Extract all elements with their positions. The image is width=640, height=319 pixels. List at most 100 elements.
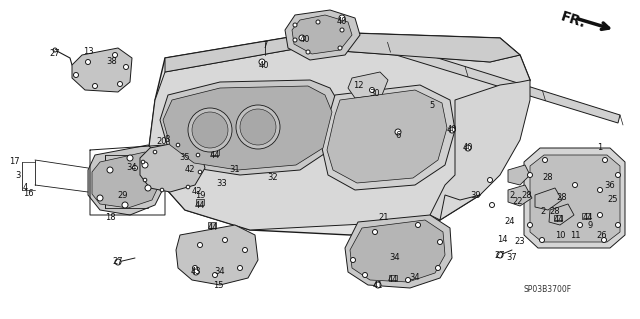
Text: 44: 44 bbox=[210, 151, 220, 160]
Polygon shape bbox=[160, 80, 340, 175]
Text: 27: 27 bbox=[495, 250, 506, 259]
Text: 43: 43 bbox=[191, 268, 202, 277]
Text: SP03B3700F: SP03B3700F bbox=[524, 286, 572, 294]
Circle shape bbox=[602, 238, 607, 242]
Text: 40: 40 bbox=[447, 125, 457, 135]
Text: 11: 11 bbox=[570, 231, 580, 240]
Text: 31: 31 bbox=[230, 166, 240, 174]
Circle shape bbox=[339, 15, 345, 21]
Polygon shape bbox=[92, 152, 160, 208]
Text: 10: 10 bbox=[555, 231, 565, 240]
Circle shape bbox=[598, 212, 602, 218]
Polygon shape bbox=[176, 225, 258, 285]
Circle shape bbox=[132, 166, 138, 170]
Circle shape bbox=[198, 170, 202, 174]
Text: 40: 40 bbox=[337, 18, 348, 26]
Text: 24: 24 bbox=[505, 218, 515, 226]
Text: 39: 39 bbox=[470, 191, 481, 201]
Polygon shape bbox=[148, 32, 530, 235]
Text: 29: 29 bbox=[118, 190, 128, 199]
Polygon shape bbox=[348, 72, 388, 98]
Text: 3: 3 bbox=[15, 170, 20, 180]
Text: 34: 34 bbox=[410, 273, 420, 283]
Polygon shape bbox=[292, 15, 352, 54]
Circle shape bbox=[198, 242, 202, 248]
Text: 44: 44 bbox=[195, 201, 205, 210]
Text: 22: 22 bbox=[513, 197, 524, 206]
Circle shape bbox=[115, 259, 121, 265]
Text: 28: 28 bbox=[522, 190, 532, 199]
Circle shape bbox=[438, 240, 442, 244]
Circle shape bbox=[598, 188, 602, 192]
Text: 28: 28 bbox=[557, 192, 567, 202]
Text: FR.: FR. bbox=[559, 9, 588, 31]
Circle shape bbox=[141, 160, 145, 164]
Text: 19: 19 bbox=[195, 190, 205, 199]
Polygon shape bbox=[345, 215, 452, 288]
Text: 23: 23 bbox=[515, 238, 525, 247]
Circle shape bbox=[124, 64, 129, 70]
Circle shape bbox=[107, 167, 113, 173]
Polygon shape bbox=[163, 86, 332, 170]
Text: 9: 9 bbox=[588, 220, 593, 229]
Circle shape bbox=[259, 59, 265, 65]
Polygon shape bbox=[165, 32, 520, 72]
Text: 17: 17 bbox=[9, 158, 19, 167]
Circle shape bbox=[293, 38, 297, 42]
Circle shape bbox=[540, 238, 545, 242]
Text: 18: 18 bbox=[105, 213, 115, 222]
Bar bbox=[211, 149, 219, 155]
Text: 40: 40 bbox=[259, 61, 269, 70]
Text: 21: 21 bbox=[379, 213, 389, 222]
Text: 44: 44 bbox=[388, 276, 398, 285]
Circle shape bbox=[602, 158, 607, 162]
Circle shape bbox=[340, 28, 344, 32]
Text: 4: 4 bbox=[22, 183, 28, 192]
Polygon shape bbox=[430, 80, 530, 220]
Polygon shape bbox=[322, 85, 455, 190]
Polygon shape bbox=[524, 148, 625, 248]
Polygon shape bbox=[549, 204, 574, 225]
Circle shape bbox=[113, 53, 118, 57]
Circle shape bbox=[375, 282, 381, 288]
Circle shape bbox=[97, 195, 103, 201]
Circle shape bbox=[415, 222, 420, 227]
Bar bbox=[208, 222, 216, 228]
Circle shape bbox=[93, 84, 97, 88]
Circle shape bbox=[86, 60, 90, 64]
Circle shape bbox=[435, 265, 440, 271]
Text: 34: 34 bbox=[127, 164, 138, 173]
Circle shape bbox=[118, 81, 122, 86]
Circle shape bbox=[236, 105, 280, 149]
Circle shape bbox=[74, 72, 79, 78]
Circle shape bbox=[488, 177, 493, 182]
Text: 44: 44 bbox=[208, 224, 218, 233]
Text: 2: 2 bbox=[509, 190, 515, 199]
Polygon shape bbox=[350, 220, 445, 282]
Circle shape bbox=[188, 108, 232, 152]
Circle shape bbox=[406, 278, 410, 283]
Circle shape bbox=[243, 248, 248, 253]
Text: 13: 13 bbox=[83, 48, 93, 56]
Circle shape bbox=[616, 222, 621, 227]
Circle shape bbox=[142, 162, 148, 168]
Text: 35: 35 bbox=[180, 153, 190, 162]
Circle shape bbox=[193, 269, 199, 275]
Text: 34: 34 bbox=[390, 254, 400, 263]
Text: 37: 37 bbox=[507, 253, 517, 262]
Circle shape bbox=[193, 265, 198, 271]
Bar bbox=[389, 275, 397, 281]
Text: 38: 38 bbox=[107, 57, 117, 66]
Text: 6: 6 bbox=[396, 130, 401, 139]
Text: 26: 26 bbox=[596, 231, 607, 240]
Circle shape bbox=[143, 178, 147, 182]
Polygon shape bbox=[72, 48, 132, 92]
Text: 40: 40 bbox=[300, 35, 310, 44]
Circle shape bbox=[223, 238, 227, 242]
Text: 20: 20 bbox=[157, 137, 167, 146]
Circle shape bbox=[351, 257, 355, 263]
Circle shape bbox=[616, 173, 621, 177]
Circle shape bbox=[186, 185, 190, 189]
Polygon shape bbox=[530, 155, 620, 242]
Circle shape bbox=[153, 150, 157, 154]
